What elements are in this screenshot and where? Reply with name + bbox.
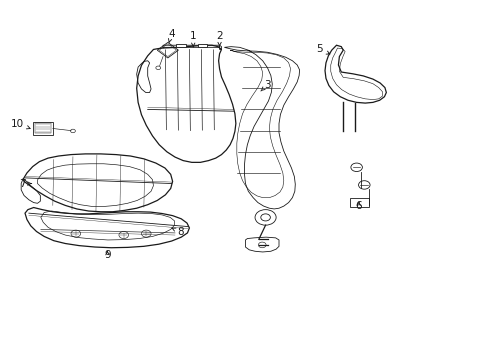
Text: 10: 10 — [11, 118, 30, 129]
Polygon shape — [176, 44, 185, 48]
Text: 4: 4 — [168, 29, 175, 42]
Text: 3: 3 — [261, 80, 270, 91]
Text: 7: 7 — [20, 179, 32, 189]
Text: 8: 8 — [172, 227, 183, 237]
Text: 5: 5 — [316, 45, 329, 54]
Text: 2: 2 — [216, 31, 223, 46]
Polygon shape — [197, 44, 207, 48]
Text: 1: 1 — [189, 31, 196, 47]
Text: 9: 9 — [104, 250, 110, 260]
Text: 6: 6 — [354, 201, 361, 211]
